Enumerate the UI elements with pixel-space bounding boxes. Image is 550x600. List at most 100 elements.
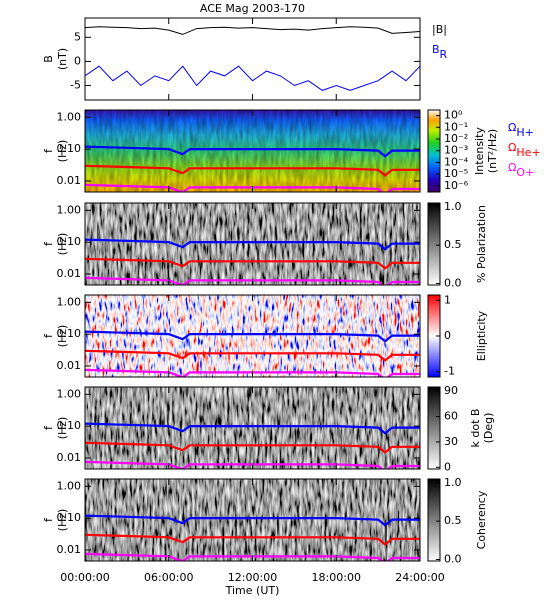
- colorbar-tick-label: 0: [444, 329, 451, 342]
- legend-subscript: O+: [516, 166, 534, 179]
- y-tick-label: 0.10: [57, 511, 82, 524]
- colorbar-tick-label: 0: [444, 460, 451, 473]
- colorbar-tick-label: 60: [444, 410, 458, 423]
- y-tick-label: 0.01: [57, 451, 82, 464]
- plot-frame: [84, 17, 421, 101]
- colorbar-label: Coherency: [475, 490, 488, 549]
- gyrofrequency-line: [85, 422, 420, 435]
- legend-name: Ω: [508, 161, 516, 174]
- colorbar-label: k dot B: [469, 409, 482, 448]
- colorbar: [427, 202, 441, 286]
- gyrofrequency-line: [85, 145, 420, 158]
- y-tick-label: 1.00: [57, 295, 82, 308]
- y-tick-label: -5: [70, 79, 81, 92]
- legend-entry: |B|: [432, 23, 447, 36]
- plot-area: [85, 387, 420, 469]
- colorbar-tick-label: -1: [444, 365, 455, 378]
- y-axis-label: (Hz): [56, 325, 69, 348]
- x-tick-label: 06:00:00: [144, 571, 193, 584]
- colorbar-tick-label: 0.0: [444, 276, 462, 289]
- y-tick-label: 0.01: [57, 174, 82, 187]
- colorbar-tick-label: 10⁻⁴: [444, 155, 469, 168]
- y-axis-label: (nT): [56, 48, 69, 70]
- plot-area: [85, 26, 420, 91]
- y-axis-label: (Hz): [56, 233, 69, 256]
- colorbar: [427, 478, 441, 562]
- legend-entry: ΩHe+: [508, 141, 541, 159]
- y-tick-label: 0: [74, 54, 81, 67]
- gyrofrequency-line: [85, 514, 420, 527]
- y-tick-label: 0.10: [57, 235, 82, 248]
- colorbar-label: % Polarization: [475, 205, 488, 283]
- x-axis-label: Time (UT): [225, 584, 280, 597]
- y-axis-label: f: [42, 241, 55, 246]
- plot-area: [85, 479, 420, 561]
- y-axis-label: (Hz): [56, 509, 69, 532]
- gyrofrequency-line: [85, 349, 420, 362]
- colorbar-tick-label: 10⁰: [444, 109, 463, 122]
- colorbar-tick-label: 10⁻³: [444, 144, 468, 157]
- plot-area: [85, 295, 420, 377]
- x-tick-label: 12:00:00: [228, 571, 277, 584]
- gyrofrequency-line: [85, 441, 420, 454]
- gyrofrequency-line: [85, 330, 420, 343]
- y-tick-label: 0.01: [57, 543, 82, 556]
- colorbar-tick-label: 1.0: [444, 476, 462, 489]
- gyrofrequency-line: [85, 238, 420, 251]
- gyrofrequency-line: [85, 164, 420, 177]
- colorbar-tick-label: 30: [444, 435, 458, 448]
- legend-name: B: [432, 43, 440, 56]
- x-tick-label: 18:00:00: [312, 571, 361, 584]
- y-axis-label: (Hz): [56, 417, 69, 440]
- colorbar-label: (Deg): [482, 413, 495, 444]
- y-axis-label: f: [42, 333, 55, 338]
- y-tick-label: 5: [74, 30, 81, 43]
- y-tick-label: 0.01: [57, 359, 82, 372]
- y-tick-label: 0.10: [57, 142, 82, 155]
- colorbar-label: (nT²/Hz): [486, 129, 499, 173]
- y-tick-label: 1.00: [57, 203, 82, 216]
- colorbar-tick-label: 0.5: [444, 238, 462, 251]
- colorbar-tick-label: 1.0: [444, 200, 462, 213]
- y-tick-label: 0.10: [57, 327, 82, 340]
- plot-area: [85, 203, 420, 285]
- y-tick-label: 0.10: [57, 419, 82, 432]
- legend-name: |B|: [432, 23, 447, 36]
- x-tick-label: 00:00:00: [60, 571, 109, 584]
- colorbar-label: Intensity: [473, 127, 486, 175]
- legend-entry: ΩO+: [508, 161, 534, 179]
- colorbar-tick-label: 10⁻¹: [444, 120, 468, 133]
- y-axis-label: B: [42, 55, 55, 63]
- colorbar: [427, 386, 441, 470]
- colorbar-tick-label: 0.0: [444, 552, 462, 565]
- y-axis-label: (Hz): [56, 140, 69, 163]
- data-line: [85, 65, 420, 91]
- y-tick-label: 1.00: [57, 479, 82, 492]
- colorbar-tick-label: 90: [444, 384, 458, 397]
- y-axis-label: f: [42, 425, 55, 430]
- legend-subscript: He+: [516, 146, 540, 159]
- y-tick-label: 1.00: [57, 387, 82, 400]
- legend-name: Ω: [508, 141, 516, 154]
- legend-entry: ΩH+: [508, 121, 534, 139]
- chart-title: ACE Mag 2003-170: [200, 2, 305, 15]
- y-axis-label: f: [42, 517, 55, 522]
- legend-subscript: H+: [516, 126, 534, 139]
- colorbar-tick-label: 1: [444, 293, 451, 306]
- colorbar-label: Ellipticity: [475, 310, 488, 361]
- colorbar-tick-label: 10⁻⁶: [444, 179, 469, 192]
- gyrofrequency-line: [85, 533, 420, 546]
- x-tick-label: 24:00:00: [395, 571, 444, 584]
- y-axis-label: f: [42, 148, 55, 153]
- data-line: [85, 26, 420, 35]
- gyrofrequency-line: [85, 257, 420, 270]
- legend-entry: BR: [432, 43, 448, 61]
- colorbar-tick-label: 10⁻²: [444, 132, 468, 145]
- legend-subscript: R: [440, 48, 448, 61]
- legend-name: Ω: [508, 121, 516, 134]
- colorbar-tick-label: 10⁻⁵: [444, 167, 468, 180]
- y-tick-label: 1.00: [57, 110, 82, 123]
- colorbar-tick-label: 0.5: [444, 514, 462, 527]
- y-tick-label: 0.01: [57, 267, 82, 280]
